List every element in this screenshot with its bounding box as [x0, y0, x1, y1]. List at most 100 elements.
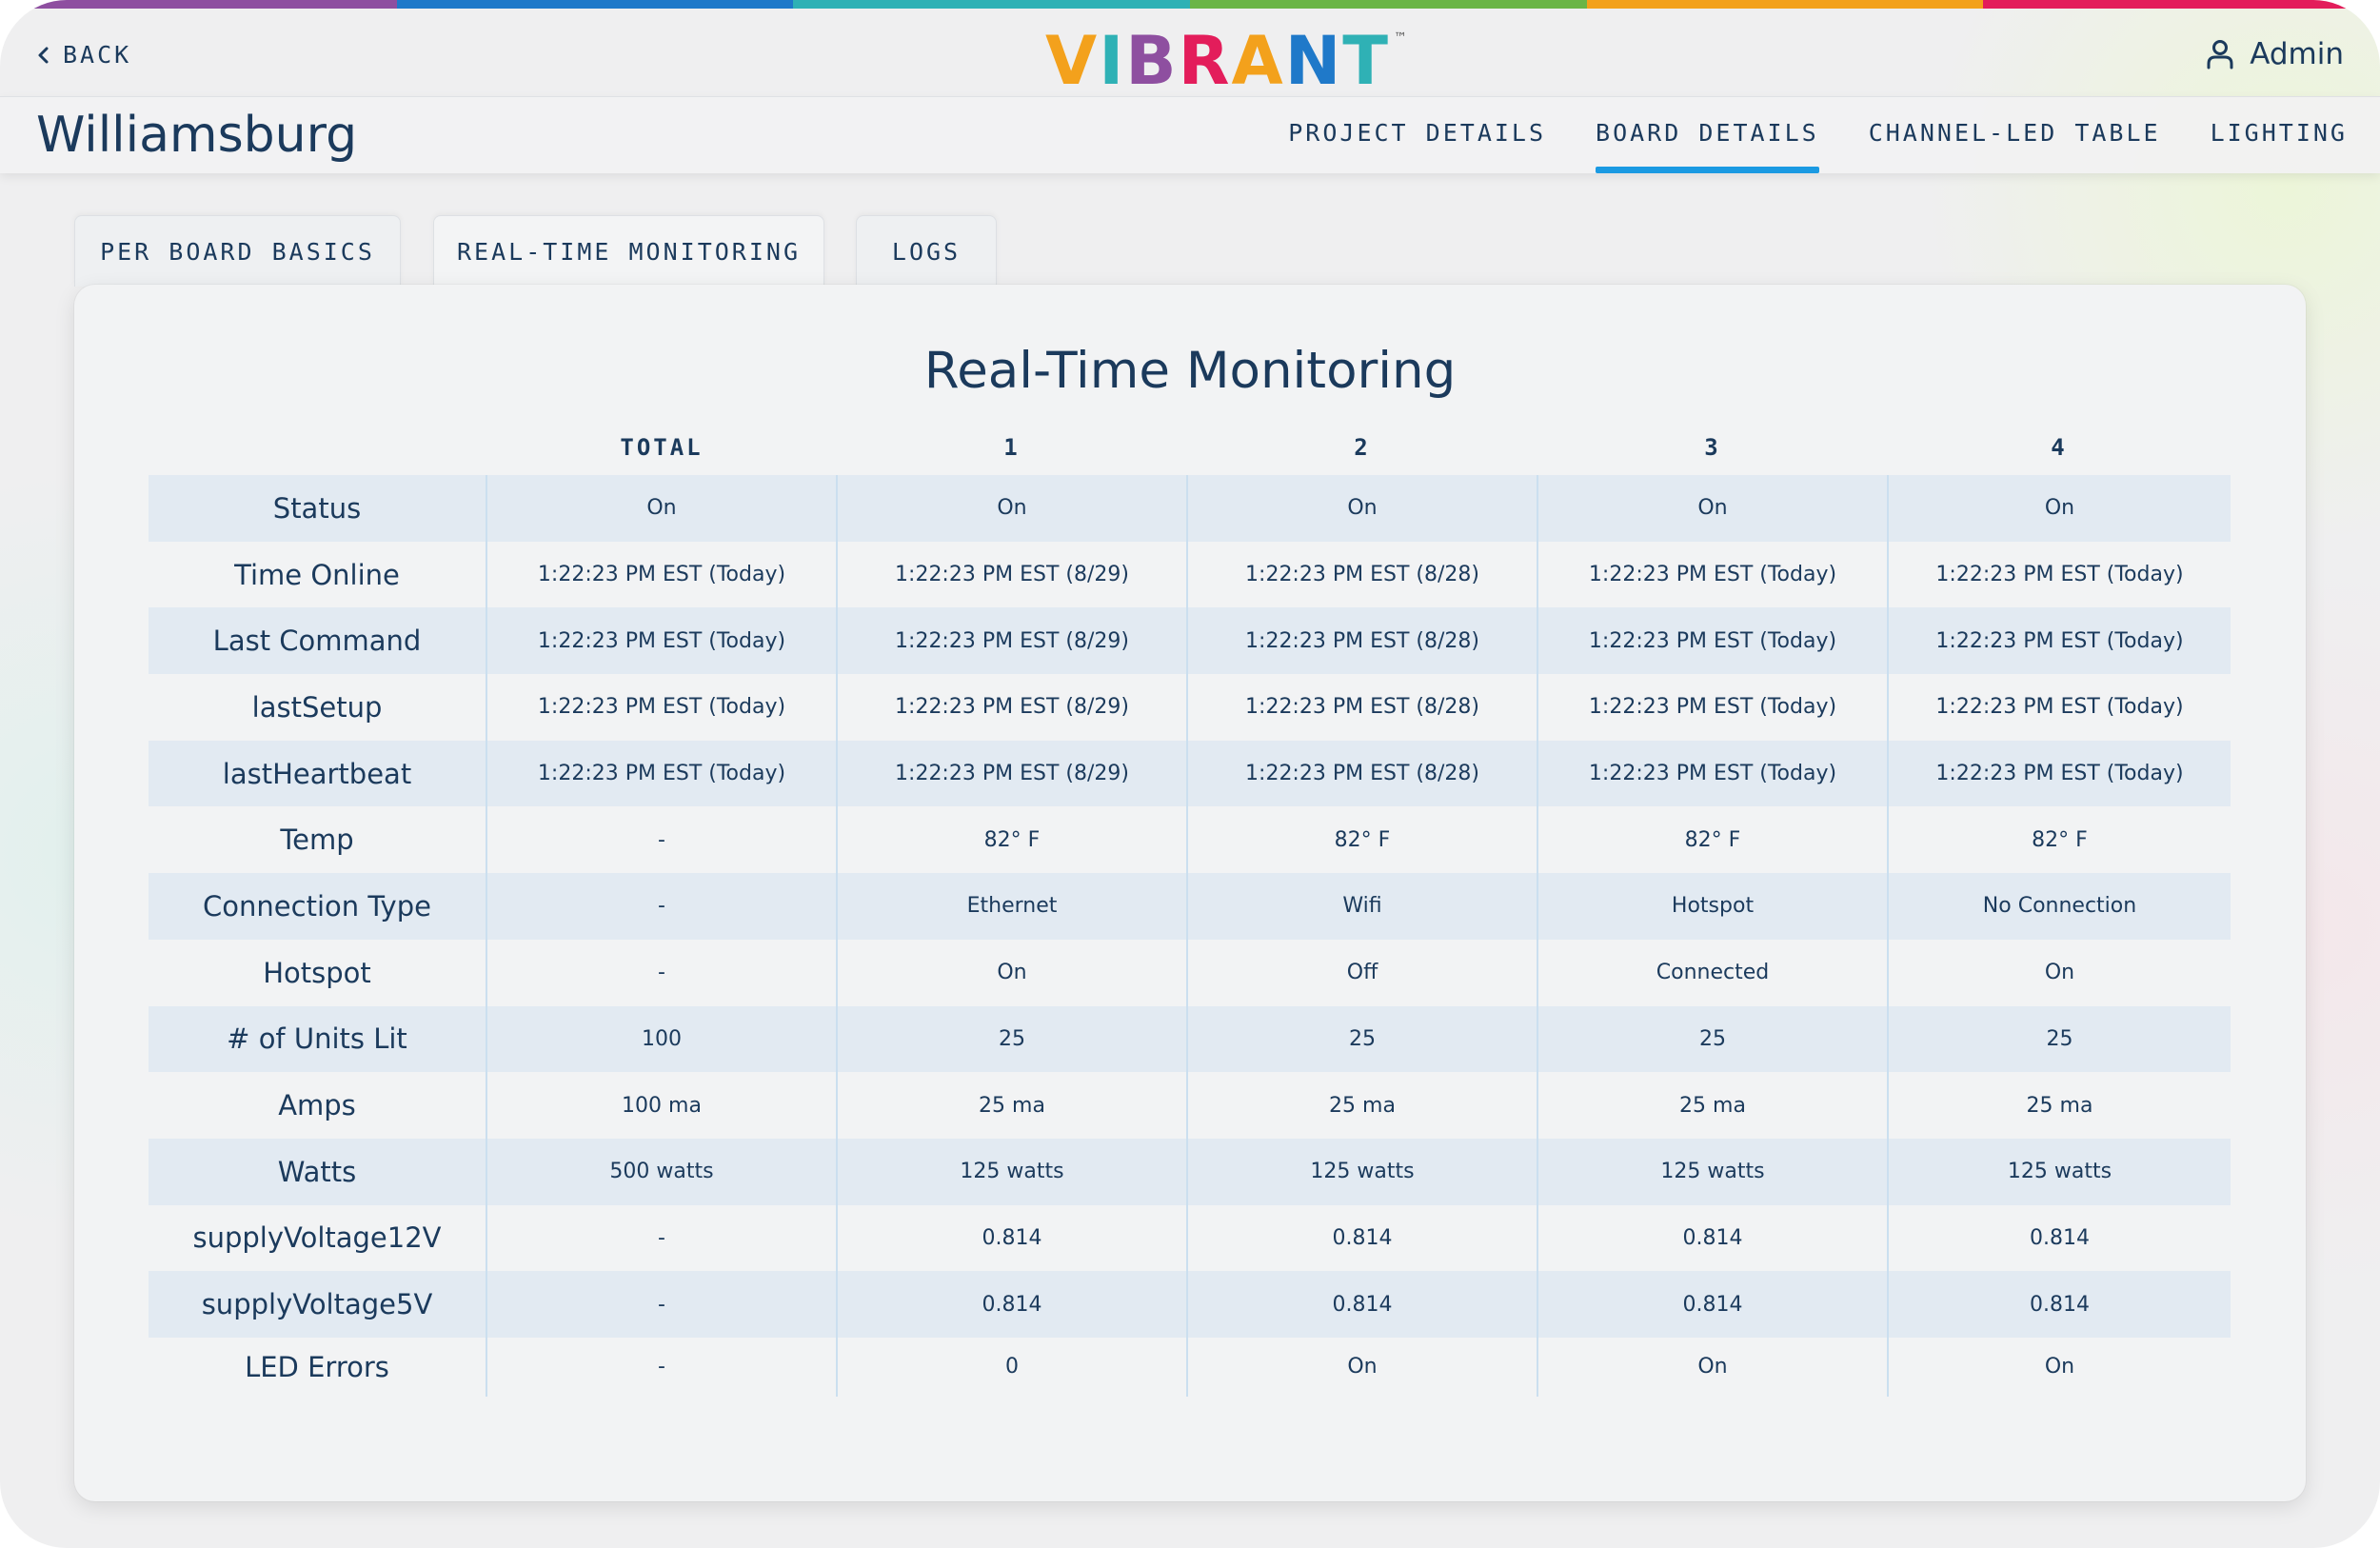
rainbow-segment [0, 0, 397, 9]
back-button[interactable]: BACK [36, 41, 131, 69]
table-cell: 0.814 [1887, 1271, 2231, 1338]
logo-letter: B [1125, 22, 1179, 100]
table-cell: - [486, 873, 837, 940]
table-cell: 1:22:23 PM EST (8/29) [836, 674, 1187, 741]
table-row: # of Units Lit 100 25 25 25 25 [149, 1005, 2231, 1073]
table-cell: 1:22:23 PM EST (Today) [1537, 740, 1888, 807]
table-cell: 25 [836, 1005, 1187, 1073]
user-name: Admin [2250, 37, 2344, 71]
table-cell: 125 watts [836, 1138, 1187, 1205]
table-cell: 0.814 [836, 1204, 1187, 1272]
table-cell: No Connection [1887, 873, 2231, 940]
table-cell: On [836, 475, 1187, 542]
table-cell: 25 ma [1887, 1072, 2231, 1139]
table-cell: 1:22:23 PM EST (Today) [1887, 607, 2231, 675]
table-cell: 100 [486, 1005, 837, 1073]
subtab-real-time-monitoring[interactable]: REAL-TIME MONITORING [433, 215, 824, 287]
table-cell: 125 watts [1186, 1138, 1537, 1205]
panel-title: Real-Time Monitoring [923, 342, 1457, 400]
row-label: Last Command [149, 607, 486, 675]
tab-project-details[interactable]: PROJECT DETAILS [1288, 119, 1547, 147]
table-cell: 0.814 [1537, 1271, 1888, 1338]
table-row: LED Errors -0 On On On [149, 1337, 2231, 1397]
user-menu[interactable]: Admin [2204, 37, 2344, 71]
table-cell: 1:22:23 PM EST (Today) [486, 674, 837, 741]
table-cell: 82° F [1537, 806, 1888, 874]
table-cell: 1:22:23 PM EST (8/29) [836, 740, 1187, 807]
table-row: Watts 500 watts 125 watts 125 watts 125 watt… [149, 1138, 2231, 1205]
table-cell: 25 [1186, 1005, 1537, 1073]
top-bar: BACK VIBRANT ™ Admin [0, 9, 2380, 96]
table-cell: 0 [836, 1337, 1187, 1397]
table-row: Connection Type - Ethernet Wifi Hotspot No Co… [149, 873, 2231, 940]
table-row: Temp -82° F 82° F 82° F 82° F [149, 806, 2231, 874]
row-label: Status [149, 475, 486, 542]
row-label: Connection Type [149, 873, 486, 940]
tab-board-details[interactable]: BOARD DETAILS [1596, 97, 1819, 173]
user-icon [2207, 40, 2233, 69]
row-label: supplyVoltage12V [192, 1221, 442, 1255]
rainbow-segment [1983, 0, 2380, 9]
table-cell: 1:22:23 PM EST (Today) [486, 607, 837, 675]
table-cell: 1:22:23 PM EST (Today) [1887, 674, 2231, 741]
table-cell: - [486, 806, 837, 874]
table-cell: 1:22:23 PM EST (8/28) [1186, 541, 1537, 608]
table-cell: 1:22:23 PM EST (Today) [1887, 541, 2231, 608]
table-cell: On [1887, 475, 2231, 542]
table-cell: Wifi [1186, 873, 1537, 940]
table-cell: 0.814 [836, 1271, 1187, 1338]
subtab-per-board-basics[interactable]: PER BOARD BASICS [74, 215, 401, 287]
table-cell: 1:22:23 PM EST (Today) [486, 740, 837, 807]
table-cell: 0.814 [1537, 1204, 1888, 1272]
table-row: lastHeartbeat 1:22:23 PM EST (Today) 1:22:… [149, 740, 2231, 807]
tab-channel-led-table[interactable]: CHANNEL-LED TABLE [1868, 119, 2161, 147]
table-cell: 25 [1537, 1005, 1888, 1073]
row-label: Amps [278, 1089, 356, 1122]
table-cell: 1:22:23 PM EST (8/29) [836, 607, 1187, 675]
row-label: Time Online [234, 558, 400, 591]
table-cell: 0.814 [1186, 1204, 1537, 1272]
column-header-board-3: 3 [1704, 434, 1721, 461]
table-row: supplyVoltage5V -0.814 0.814 0.814 0.814 [149, 1271, 2231, 1338]
logo-letter: I [1099, 22, 1126, 100]
table-cell: Off [1186, 939, 1537, 1006]
table-cell: On [486, 475, 837, 542]
table-cell: 1:22:23 PM EST (8/28) [1186, 607, 1537, 675]
project-tabs: PROJECT DETAILS BOARD DETAILS CHANNEL-LE… [1288, 97, 2348, 173]
table-cell: 500 watts [486, 1138, 837, 1205]
table-row: lastSetup 1:22:23 PM EST (Today) 1:22:23 P… [149, 674, 2231, 741]
table-cell: 1:22:23 PM EST (8/29) [836, 541, 1187, 608]
table-cell: 1:22:23 PM EST (Today) [1537, 541, 1888, 608]
rainbow-segment [396, 0, 794, 9]
logo-letter: R [1178, 22, 1232, 100]
table-cell: 1:22:23 PM EST (8/28) [1186, 674, 1537, 741]
tab-lighting[interactable]: LIGHTING [2210, 119, 2348, 147]
rainbow-segment [793, 0, 1191, 9]
table-cell: On [1537, 475, 1888, 542]
table-cell: 82° F [1887, 806, 2231, 874]
table-cell: 82° F [1186, 806, 1537, 874]
table-cell: 25 ma [1186, 1072, 1537, 1139]
back-label: BACK [63, 41, 132, 69]
rainbow-segment [1190, 0, 1587, 9]
table-cell: On [836, 939, 1187, 1006]
column-header-board-4: 4 [2051, 434, 2068, 461]
table-cell: - [486, 1337, 837, 1397]
table-cell: On [1537, 1337, 1888, 1397]
project-title: Williamsburg [36, 107, 358, 164]
row-label: lastSetup [251, 690, 383, 724]
header-blank [149, 420, 486, 475]
logo-letter: T [1342, 22, 1391, 100]
table-cell: - [486, 1204, 837, 1272]
logo-wordmark: VIBRANT [1045, 28, 1390, 94]
row-label: lastHeartbeat [149, 740, 486, 807]
table-cell: 82° F [836, 806, 1187, 874]
column-header-total: TOTAL [620, 434, 704, 461]
subtab-logs[interactable]: LOGS [856, 215, 997, 287]
table-cell: Connected [1537, 939, 1888, 1006]
project-navbar: Williamsburg PROJECT DETAILS BOARD DETAI… [0, 96, 2380, 173]
table-cell: 125 watts [1887, 1138, 2231, 1205]
rainbow-segment [1586, 0, 1984, 9]
row-label: supplyVoltage5V [149, 1271, 486, 1338]
table-cell: 1:22:23 PM EST (Today) [1887, 740, 2231, 807]
